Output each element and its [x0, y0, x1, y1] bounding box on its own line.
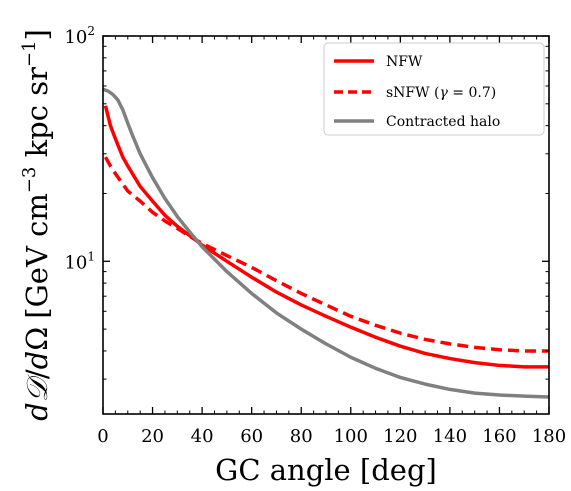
legend: NFW sNFW (γ = 0.7) Contracted halo — [323, 42, 545, 136]
y-tick-label: 101 — [64, 249, 95, 273]
x-tick-label: 40 — [191, 426, 214, 447]
legend-label-snfw: sNFW (γ = 0.7) — [386, 85, 496, 101]
x-tick-label: 140 — [433, 426, 467, 447]
y-tick-labels: 101 102 — [64, 24, 95, 273]
ticks-layer — [102, 35, 550, 414]
series-line-1 — [103, 156, 549, 353]
x-tick-label: 160 — [482, 426, 516, 447]
x-tick-label: 100 — [334, 426, 368, 447]
x-axis-label: GC angle [deg] — [215, 453, 437, 487]
legend-label-contracted: Contracted halo — [386, 114, 500, 130]
legend-label-nfw: NFW — [386, 54, 423, 70]
series-line-2 — [103, 87, 549, 399]
x-tick-label: 0 — [97, 426, 108, 447]
y-tick-label: 102 — [64, 24, 95, 48]
x-tick-label: 180 — [532, 426, 566, 447]
x-tick-labels: 0 20 40 60 80 100 120 140 160 180 — [97, 426, 566, 447]
x-tick-label: 60 — [240, 426, 263, 447]
x-tick-label: 120 — [383, 426, 417, 447]
legend-box — [323, 42, 545, 136]
x-tick-label: 20 — [141, 426, 164, 447]
series-line-0 — [103, 105, 549, 369]
x-tick-label: 80 — [290, 426, 313, 447]
y-axis-label: d𝒟/dΩ[GeV cm−3 kpc sr−1] — [19, 29, 54, 421]
series-layer — [103, 87, 549, 399]
